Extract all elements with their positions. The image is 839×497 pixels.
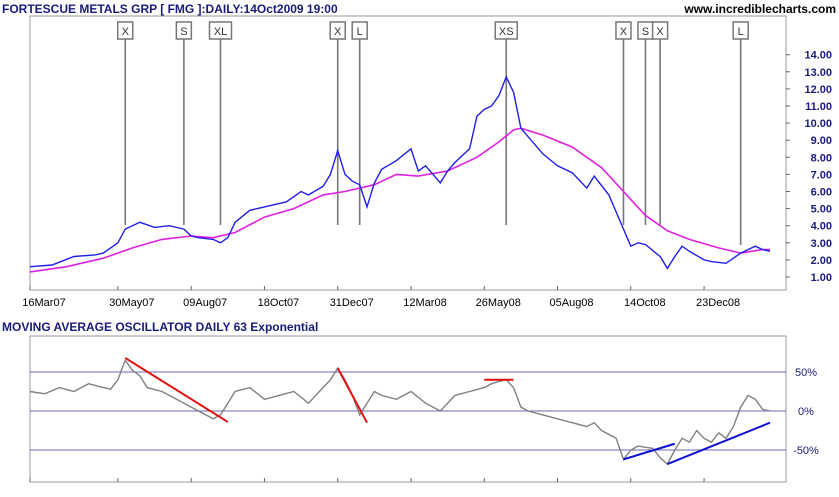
x-tick-label: 30May07: [109, 297, 154, 309]
signal-label: X: [122, 26, 130, 38]
osc-tick-label: -50%: [793, 445, 819, 457]
signal-label: X: [334, 26, 342, 38]
signal-label: X: [656, 26, 664, 38]
x-tick-label: 18Oct07: [258, 297, 300, 309]
blue-trendline: [667, 421, 771, 465]
y-tick-label: 11.00: [805, 101, 832, 113]
signal-box: [329, 21, 346, 40]
y-tick-label: 2.00: [811, 255, 832, 267]
red-trendline: [124, 357, 229, 423]
y-tick-label: 14.00: [804, 50, 832, 62]
signal-box: [732, 21, 749, 40]
y-tick-label: 13.00: [804, 67, 832, 79]
y-tick-label: 3.00: [811, 238, 832, 250]
osc-tick-label: 0%: [798, 406, 814, 418]
y-tick-label: 8.00: [811, 152, 832, 164]
oscillator-title: MOVING AVERAGE OSCILLATOR DAILY 63 Expon…: [2, 320, 318, 334]
signal-label: S: [180, 26, 187, 38]
x-tick-label: 09Aug07: [183, 297, 227, 309]
y-tick-label: 12.00: [804, 84, 832, 96]
signal-label: S: [642, 26, 649, 38]
x-tick-label: 26May08: [476, 297, 521, 309]
signal-label: X: [620, 26, 628, 38]
signal-label: XS: [499, 26, 514, 38]
price-line: [29, 75, 771, 270]
price-panel-frame: [29, 15, 787, 291]
x-tick-label: 14Oct08: [624, 297, 666, 309]
y-tick-label: 7.00: [811, 169, 832, 181]
signal-box: [351, 21, 368, 40]
signal-box: [208, 21, 233, 40]
signal-box: [651, 21, 669, 40]
x-tick-label: 31Dec07: [330, 297, 374, 309]
chart-title: FORTESCUE METALS GRP [ FMG ]:DAILY:14Oct…: [2, 2, 338, 16]
y-tick-label: 9.00: [811, 135, 832, 147]
signal-box: [116, 21, 134, 40]
y-tick-label: 1.00: [811, 272, 832, 284]
osc-tick-label: 50%: [795, 367, 817, 379]
x-tick-label: 16Mar07: [22, 297, 65, 309]
signal-box: [494, 21, 518, 40]
x-tick-label: 23Dec08: [696, 297, 740, 309]
y-tick-label: 5.00: [811, 204, 832, 216]
x-tick-label: 12Mar08: [403, 297, 446, 309]
oscillator-panel-frame: [29, 335, 787, 483]
signal-box: [175, 21, 193, 40]
y-tick-label: 4.00: [811, 221, 832, 233]
signal-label: XL: [214, 26, 227, 38]
blue-trendline: [623, 442, 676, 461]
y-tick-label: 6.00: [811, 187, 832, 199]
signal-box: [615, 21, 632, 40]
signal-label: L: [357, 26, 363, 38]
site-url: www.incrediblecharts.com: [683, 2, 836, 16]
oscillator-line: [29, 358, 771, 466]
signal-label: L: [738, 26, 744, 38]
red-trendline: [336, 367, 368, 424]
x-tick-label: 05Aug08: [550, 297, 594, 309]
y-tick-label: 10.00: [804, 118, 832, 130]
